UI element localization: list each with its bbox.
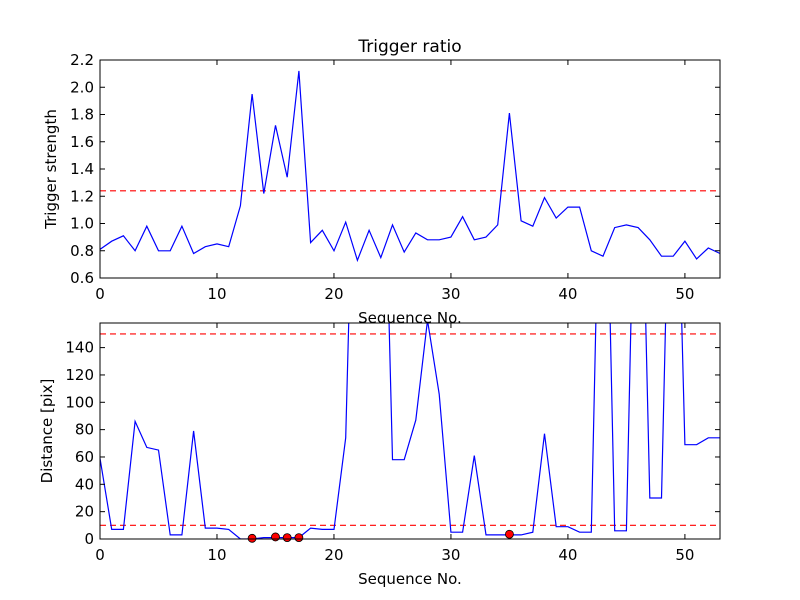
bottom-data-marker <box>247 533 257 543</box>
top-x-tick-label: 40 <box>558 285 577 303</box>
top-y-tick-label: 1.6 <box>70 133 94 151</box>
bottom-panel: Distance [pix] Sequence No. 0 10 20 30 40 500… <box>38 322 721 588</box>
bottom-x-tick-label: 50 <box>675 546 694 564</box>
top-y-tick-label: 1.2 <box>70 187 94 205</box>
bottom-ticks: 0 10 20 30 40 50 0 20 40 60 80 100 120 140 <box>65 323 720 564</box>
bottom-x-tick-label: 0 <box>95 546 105 564</box>
bottom-x-tick-label: 10 <box>207 546 226 564</box>
top-plot-area <box>100 60 720 278</box>
top-series-line <box>100 70 720 263</box>
bottom-series-line <box>100 323 720 539</box>
bottom-x-tick-label: 20 <box>324 546 343 564</box>
bottom-x-tick-label: 40 <box>558 546 577 564</box>
top-y-tick-label: 1.4 <box>70 160 94 178</box>
top-panel: Trigger ratio Trigger strength Sequence … <box>42 37 721 327</box>
top-ticks: 0 10 20 30 40 50 0.6 0.8 1.0 1.2 1.4 1.6 1.8 2.0 2.2 <box>70 51 720 303</box>
top-x-tick-label: 30 <box>441 285 460 303</box>
top-x-tick-label: 20 <box>324 285 343 303</box>
top-y-tick-label: 1.8 <box>70 106 94 124</box>
bottom-y-tick-label: 80 <box>75 421 94 439</box>
top-x-tick-label: 0 <box>95 285 105 303</box>
bottom-x-axis-label: Sequence No. <box>358 570 462 588</box>
bottom-y-tick-label: 0 <box>84 530 94 548</box>
bottom-y-tick-label: 40 <box>75 475 94 493</box>
top-y-axis-label: Trigger strength <box>42 109 60 230</box>
top-y-tick-label: 1.0 <box>70 215 94 233</box>
top-y-tick-label: 2.2 <box>70 51 94 69</box>
top-plot-frame <box>99 59 721 279</box>
bottom-y-tick-label: 20 <box>75 503 94 521</box>
bottom-reference-lines <box>100 333 720 526</box>
bottom-y-axis-label: Distance [pix] <box>38 379 56 484</box>
bottom-data-marker <box>294 533 304 543</box>
top-y-tick-label: 2.0 <box>70 78 94 96</box>
bottom-plot-frame <box>99 322 721 540</box>
top-series-group <box>100 70 720 263</box>
bottom-plot-area <box>100 323 720 539</box>
bottom-data-marker <box>271 532 280 542</box>
bottom-y-tick-label: 140 <box>65 339 94 357</box>
bottom-data-marker <box>505 529 514 539</box>
top-x-tick-label: 50 <box>675 285 694 303</box>
top-x-tick-label: 10 <box>207 285 226 303</box>
bottom-x-tick-label: 30 <box>441 546 460 564</box>
top-y-tick-label: 0.6 <box>70 269 94 287</box>
bottom-y-tick-label: 60 <box>75 448 94 466</box>
top-y-tick-label: 0.8 <box>70 242 94 260</box>
bottom-y-tick-label: 120 <box>65 366 94 384</box>
bottom-y-tick-label: 100 <box>65 393 94 411</box>
bottom-series-group <box>100 323 720 539</box>
bottom-markers <box>247 529 514 543</box>
bottom-data-marker <box>282 533 292 543</box>
top-chart-title: Trigger ratio <box>357 37 461 57</box>
